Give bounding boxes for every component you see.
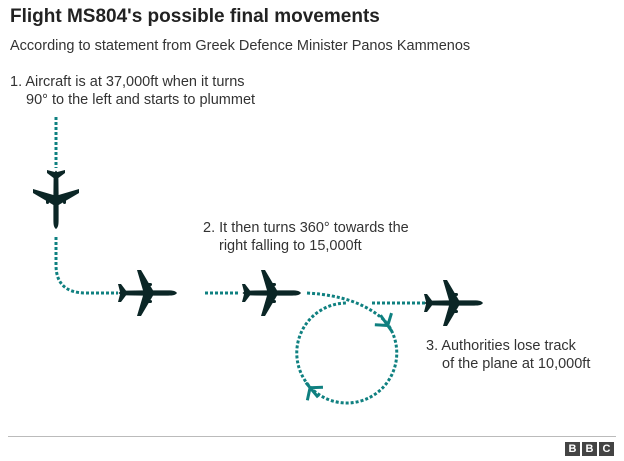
- logo-letter: B: [582, 442, 597, 456]
- divider: [8, 436, 616, 437]
- step-1-line-2: 90° to the left and starts to plummet: [26, 92, 256, 108]
- small-airplane-arrow-icon: [298, 376, 326, 404]
- airplane-icon: [118, 270, 177, 316]
- step-3-label: 3. Authorities lose track of the plane a…: [426, 337, 590, 373]
- step-3-line-2: of the plane at 10,000ft: [442, 356, 591, 372]
- airplane-icon: [242, 270, 301, 316]
- logo-letter: C: [599, 442, 614, 456]
- path-into-loop: [306, 291, 388, 324]
- step-3-line-1: 3. Authorities lose track: [426, 338, 576, 354]
- step-1-line-1: 1. Aircraft is at 37,000ft when it turns: [10, 74, 245, 90]
- airplane-icon: [424, 280, 483, 326]
- airplane-icon: [33, 170, 79, 229]
- subtitle: According to statement from Greek Defenc…: [10, 38, 471, 54]
- step-2-line-2: right falling to 15,000ft: [219, 238, 362, 254]
- path-left-turn: [54, 237, 118, 295]
- step-2-label: 2. It then turns 360° towards the right …: [203, 219, 409, 255]
- small-airplane-arrow-icon: [372, 309, 400, 337]
- step-2-line-1: 2. It then turns 360° towards the: [203, 220, 409, 236]
- page-title: Flight MS804's possible final movements: [10, 6, 380, 27]
- path-loop: [295, 301, 399, 405]
- bbc-logo: B B C: [565, 442, 614, 456]
- logo-letter: B: [565, 442, 580, 456]
- step-1-label: 1. Aircraft is at 37,000ft when it turns…: [10, 73, 255, 109]
